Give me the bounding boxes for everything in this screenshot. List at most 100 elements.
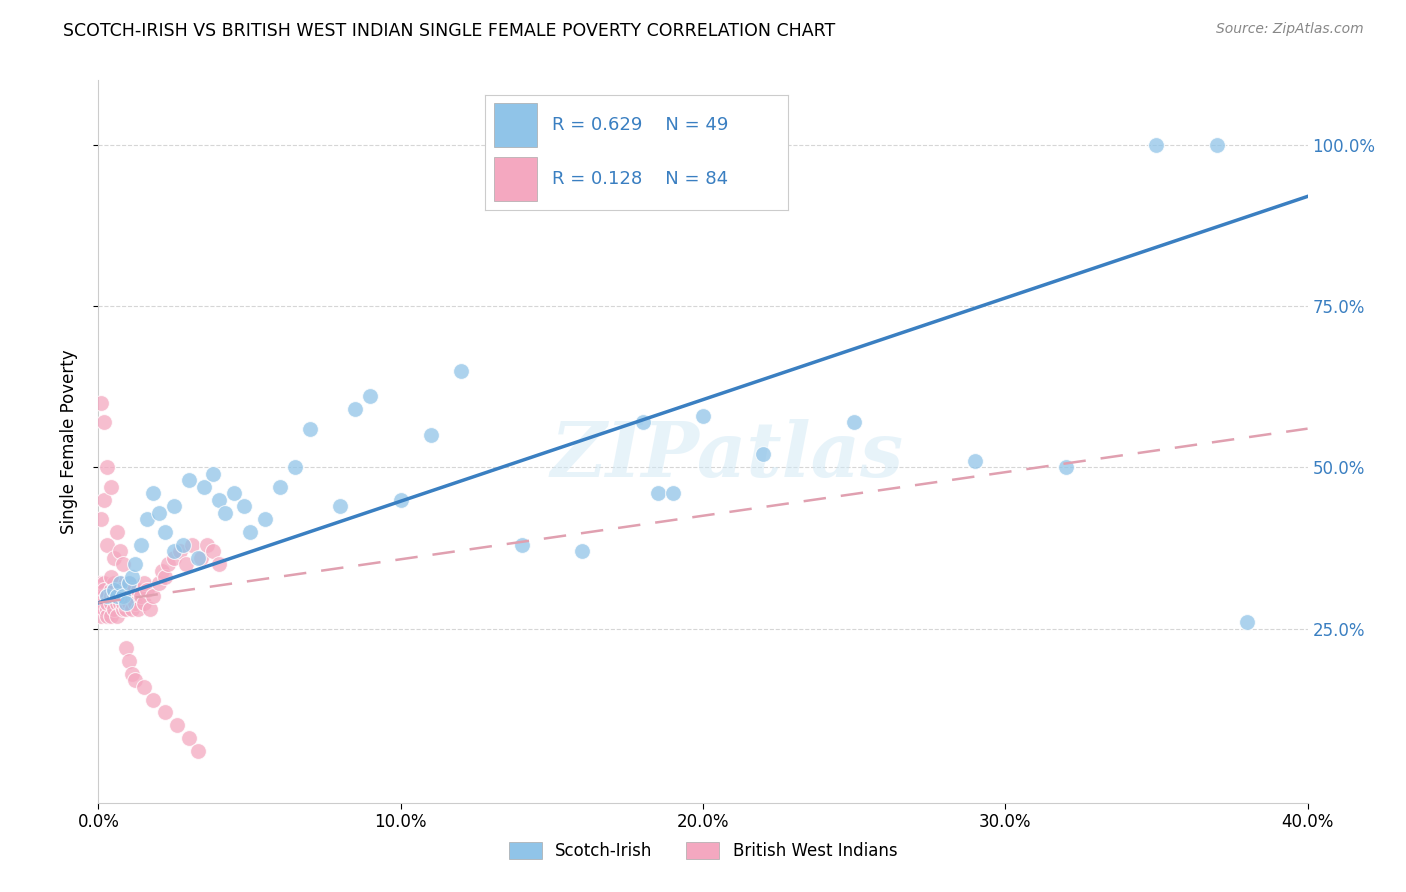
- Point: [661, 486, 683, 500]
- Point: [121, 582, 143, 597]
- Point: [100, 590, 122, 604]
- Point: [166, 718, 188, 732]
- Point: [118, 576, 141, 591]
- Point: [571, 544, 593, 558]
- Point: [114, 596, 136, 610]
- Point: [93, 590, 115, 604]
- Point: [253, 512, 276, 526]
- Point: [108, 582, 131, 597]
- Point: [90, 590, 112, 604]
- Point: [193, 480, 215, 494]
- Point: [103, 576, 125, 591]
- Point: [114, 582, 136, 597]
- Point: [1206, 137, 1229, 152]
- Point: [93, 492, 115, 507]
- Point: [127, 602, 149, 616]
- Point: [132, 680, 155, 694]
- Point: [121, 602, 143, 616]
- Point: [118, 576, 141, 591]
- Point: [114, 640, 136, 655]
- Point: [202, 467, 225, 481]
- Point: [114, 602, 136, 616]
- Point: [100, 582, 122, 597]
- Point: [105, 524, 128, 539]
- Point: [100, 608, 122, 623]
- Point: [100, 570, 122, 584]
- Point: [96, 538, 118, 552]
- Point: [118, 654, 141, 668]
- Point: [135, 582, 157, 597]
- Point: [96, 602, 118, 616]
- Point: [148, 576, 170, 591]
- Point: [96, 596, 118, 610]
- Point: [90, 608, 112, 623]
- Point: [129, 590, 152, 604]
- Point: [269, 480, 291, 494]
- Point: [208, 557, 231, 571]
- Point: [90, 512, 112, 526]
- Point: [90, 596, 112, 610]
- Point: [360, 389, 382, 403]
- Point: [752, 447, 775, 461]
- Point: [124, 673, 146, 688]
- Point: [105, 596, 128, 610]
- Point: [208, 492, 231, 507]
- Point: [344, 402, 367, 417]
- Point: [103, 590, 125, 604]
- Point: [132, 596, 155, 610]
- Point: [965, 454, 987, 468]
- Point: [93, 602, 115, 616]
- Point: [105, 608, 128, 623]
- Point: [169, 544, 191, 558]
- Point: [124, 590, 146, 604]
- Point: [129, 538, 152, 552]
- Point: [647, 486, 669, 500]
- Point: [232, 499, 254, 513]
- Point: [103, 550, 125, 565]
- Point: [90, 576, 112, 591]
- Point: [100, 596, 122, 610]
- Point: [148, 506, 170, 520]
- Point: [510, 538, 533, 552]
- Point: [844, 415, 866, 429]
- Point: [127, 582, 149, 597]
- Point: [179, 731, 201, 746]
- Point: [90, 602, 112, 616]
- Point: [142, 590, 165, 604]
- Point: [299, 422, 322, 436]
- Point: [153, 570, 176, 584]
- Point: [132, 576, 155, 591]
- Point: [163, 499, 186, 513]
- Point: [100, 480, 122, 494]
- Point: [93, 596, 115, 610]
- Point: [96, 590, 118, 604]
- Point: [111, 590, 134, 604]
- Point: [239, 524, 262, 539]
- Point: [89, 590, 111, 604]
- Y-axis label: Single Female Poverty: Single Female Poverty: [59, 350, 77, 533]
- Legend: Scotch-Irish, British West Indians: Scotch-Irish, British West Indians: [502, 835, 904, 867]
- Point: [118, 596, 141, 610]
- Point: [450, 363, 472, 377]
- Point: [139, 602, 162, 616]
- Point: [142, 692, 165, 706]
- Point: [1144, 137, 1167, 152]
- Point: [108, 576, 131, 591]
- Point: [103, 582, 125, 597]
- Text: ZIPatlas: ZIPatlas: [551, 419, 904, 493]
- Point: [284, 460, 307, 475]
- Point: [103, 582, 125, 597]
- Point: [187, 550, 209, 565]
- Point: [121, 666, 143, 681]
- Point: [111, 602, 134, 616]
- Point: [420, 428, 443, 442]
- Point: [692, 409, 714, 423]
- Point: [224, 486, 246, 500]
- Point: [202, 544, 225, 558]
- Point: [163, 544, 186, 558]
- Point: [108, 544, 131, 558]
- Point: [121, 570, 143, 584]
- Point: [93, 582, 115, 597]
- Point: [181, 538, 204, 552]
- Point: [96, 590, 118, 604]
